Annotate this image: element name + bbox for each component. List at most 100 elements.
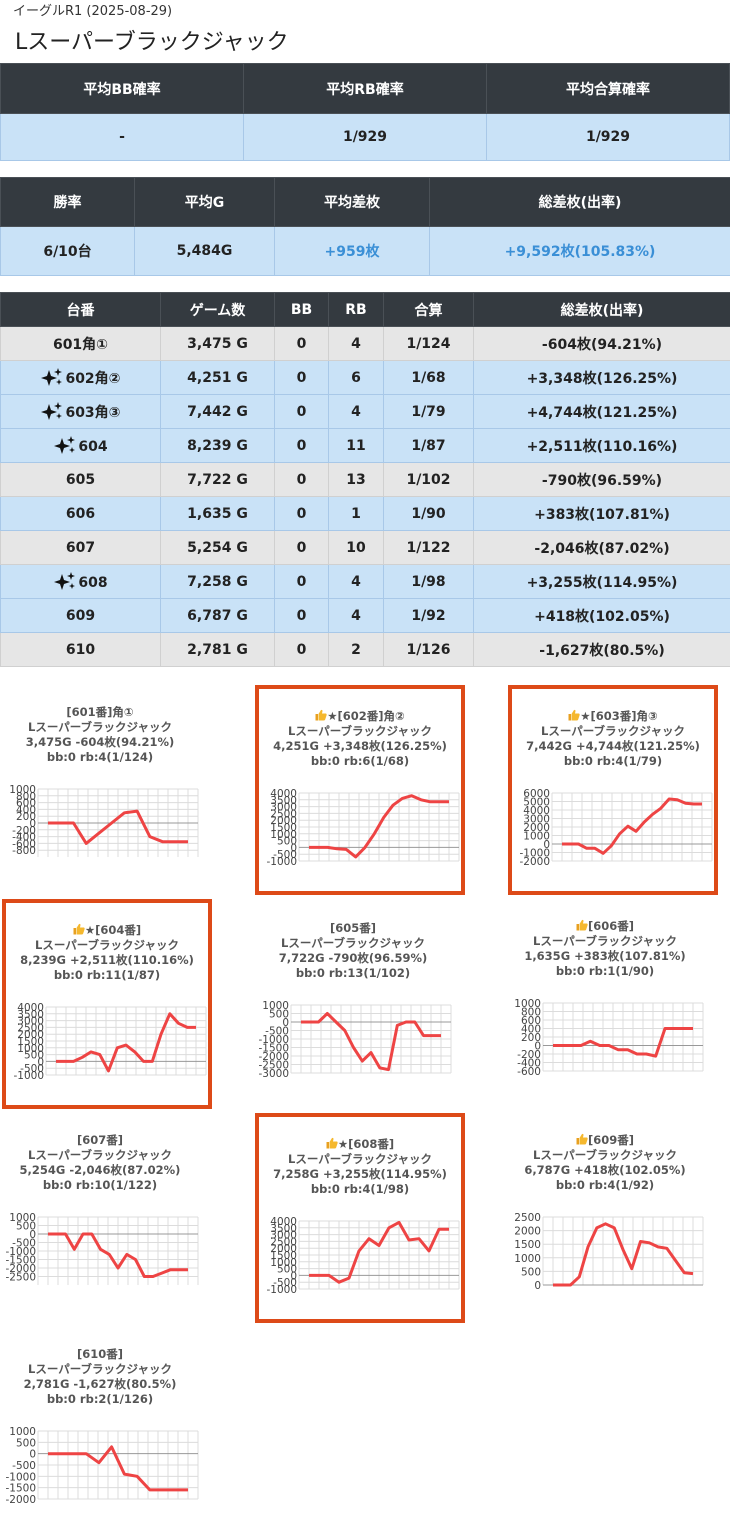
y-tick-label: 4000 (17, 1002, 44, 1014)
series-line (48, 1232, 188, 1278)
chart-machine-name-text: Lスーパーブラックジャック (288, 1152, 432, 1166)
bb-count-cell: 0 (274, 360, 329, 395)
rb-count-text: 4 (351, 335, 361, 352)
chart-title: [609番] (505, 1133, 705, 1148)
series-line (309, 794, 449, 859)
y-tick-label: 500 (269, 1009, 289, 1021)
chart-stats: 6,787G +418枚(102.05%) (505, 1163, 705, 1178)
y-tick-label: -1000 (266, 1284, 297, 1295)
y-tick-label: 0 (543, 839, 550, 851)
y-tick-label: -1000 (13, 1070, 44, 1081)
y-tick-label: 1500 (270, 1250, 297, 1262)
y-tick-label: 500 (277, 1264, 297, 1276)
chart-machine-name: Lスーパーブラックジャック (505, 1148, 705, 1163)
y-tick-label: 1000 (9, 1212, 36, 1224)
y-tick-label: -2500 (5, 1272, 36, 1284)
games-count-text: 5,254 G (187, 539, 248, 556)
y-tick-label: -600 (517, 1066, 541, 1077)
total-diff-value: +9,592枚(105.83%) (429, 226, 730, 276)
chart-counts-text: bb:0 rb:13(1/102) (295, 966, 411, 980)
thumbs-up-icon (73, 923, 85, 935)
chart-title-text: ★[608番] (337, 1137, 395, 1151)
games-count-text: 8,239 G (187, 437, 248, 454)
combined-header: 合算 (383, 292, 474, 327)
summary-value-row: - 1/929 1/929 (0, 113, 730, 161)
machine-number-text: 605 (65, 471, 96, 488)
combined-prob-text: 1/68 (411, 369, 446, 386)
chart-counts-text: bb:0 rb:4(1/124) (46, 750, 154, 764)
chart-title-text: [601番]角① (66, 705, 134, 719)
chart-title: [601番]角① (0, 705, 200, 720)
total-diff-header: 総差枚(出率) (429, 177, 730, 227)
games-count-cell: 7,722 G (160, 462, 275, 497)
chart-counts: bb:0 rb:10(1/122) (0, 1178, 200, 1193)
rb-count-cell: 6 (328, 360, 384, 395)
machine-chart-card: [601番]角① Lスーパーブラックジャック 3,475G -604枚(94.21%… (0, 683, 200, 883)
total-diff-cell: +418枚(102.05%) (473, 598, 730, 633)
y-tick-label: -200 (12, 825, 36, 837)
machine-number-cell: 603角③ (0, 394, 161, 429)
series-line (48, 1445, 188, 1492)
chart-counts: bb:0 rb:2(1/126) (0, 1392, 200, 1407)
machine-number-text: 606 (65, 505, 96, 522)
y-tick-label: 3500 (270, 1223, 297, 1235)
games-count-text: 2,781 G (187, 641, 248, 658)
y-tick-label: 3000 (523, 814, 550, 826)
chart-stats: 2,781G -1,627枚(80.5%) (0, 1377, 200, 1392)
avg-diff-header: 平均差枚 (274, 177, 430, 227)
table-row: 609 6,787 G 0 4 1/92 +418枚(102.05%) (0, 598, 730, 633)
table-row: 606 1,635 G 0 1 1/90 +383枚(107.81%) (0, 496, 730, 531)
combined-prob-cell: 1/126 (383, 632, 474, 667)
combined-prob-text: 1/126 (406, 641, 451, 658)
games-count-cell: 5,254 G (160, 530, 275, 565)
total-diff-text: +4,744枚(121.25%) (526, 404, 678, 421)
bb-count-cell: 0 (274, 496, 329, 531)
chart-title-text: ★[604番] (84, 923, 142, 937)
chart-stats: 1,635G +383枚(107.81%) (505, 949, 705, 964)
y-tick-label: 0 (282, 1017, 289, 1029)
chart-counts-text: bb:0 rb:6(1/68) (310, 754, 410, 768)
table-row: 608 7,258 G 0 4 1/98 +3,255枚(114.95%) (0, 564, 730, 599)
chart-stats: 3,475G -604枚(94.21%) (0, 735, 200, 750)
chart-stats: 7,722G -790枚(96.59%) (253, 951, 453, 966)
combined-prob-text: 1/122 (406, 539, 451, 556)
series-line (553, 1222, 694, 1287)
chart-title: ★[604番] (6, 923, 208, 938)
combined-prob-text: 1/102 (406, 471, 451, 488)
y-tick-label: 1000 (514, 998, 541, 1010)
table-row: 607 5,254 G 0 10 1/122 -2,046枚(87.02%) (0, 530, 730, 565)
combined-prob-cell: 1/87 (383, 428, 474, 463)
y-tick-label: 4000 (523, 805, 550, 817)
y-tick-label: -1000 (258, 1034, 289, 1046)
machine-chart-card: [607番] Lスーパーブラックジャック 5,254G -2,046枚(87.02%… (0, 1111, 200, 1311)
games-count-cell: 8,239 G (160, 428, 275, 463)
chart-stats-text: 4,251G +3,348枚(126.25%) (273, 739, 447, 753)
machine-chart-card: ★[604番] Lスーパーブラックジャック 8,239G +2,511枚(110.1… (2, 899, 212, 1109)
y-tick-label: 0 (534, 1041, 541, 1053)
y-tick-label: 200 (521, 1032, 541, 1044)
chart-stats: 5,254G -2,046枚(87.02%) (0, 1163, 200, 1178)
chart-title: [606番] (505, 919, 705, 934)
machine-number-text: 604 (78, 439, 108, 455)
rb-count-text: 13 (346, 471, 366, 488)
total-diff-cell: +3,348枚(126.25%) (473, 360, 730, 395)
machine-chart-card: [605番] Lスーパーブラックジャック 7,722G -790枚(96.59%) b… (253, 899, 453, 1099)
bb-count-text: 0 (296, 539, 307, 556)
chart-machine-name: Lスーパーブラックジャック (259, 1152, 461, 1167)
machine-chart-card: ★[602番]角② Lスーパーブラックジャック 4,251G +3,348枚(126… (255, 685, 465, 895)
total-diff-text: +383枚(107.81%) (534, 506, 670, 523)
chart-title: [607番] (0, 1133, 200, 1148)
chart-machine-name-text: Lスーパーブラックジャック (541, 724, 685, 738)
chart-title-text: [610番] (76, 1347, 124, 1361)
avg-combined-prob-header: 平均合算確率 (486, 63, 730, 114)
results-value-row: 6/10台 5,484G +959枚 +9,592枚(105.83%) (0, 226, 730, 276)
chart-machine-name-text: Lスーパーブラックジャック (35, 938, 179, 952)
y-tick-label: -2500 (258, 1060, 289, 1072)
chart-machine-name: Lスーパーブラックジャック (0, 720, 200, 735)
y-tick-label: 2000 (523, 822, 550, 834)
y-tick-label: 0 (37, 1056, 44, 1068)
rb-count-cell: 11 (328, 428, 384, 463)
profit-line-chart: 40003500300025002000150010005000-500-100… (266, 1216, 460, 1295)
rb-count-cell: 4 (328, 598, 384, 633)
